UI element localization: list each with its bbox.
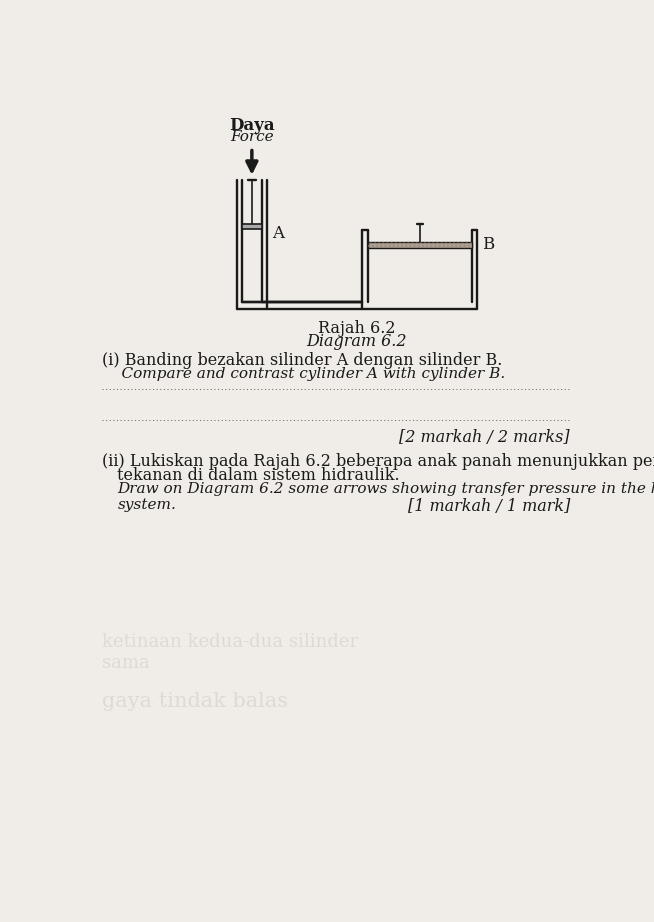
Bar [368, 242, 472, 248]
Text: tekanan di dalam sistem hidraulik.: tekanan di dalam sistem hidraulik. [118, 467, 400, 484]
Text: ketinaan kedua-dua silinder: ketinaan kedua-dua silinder [102, 632, 358, 651]
Text: A: A [273, 225, 284, 242]
Text: (i) Banding bezakan silinder A dengan silinder B.: (i) Banding bezakan silinder A dengan si… [102, 352, 502, 370]
Text: Daya: Daya [229, 117, 275, 134]
Text: Force: Force [230, 130, 273, 144]
Text: Diagram 6.2: Diagram 6.2 [307, 333, 407, 350]
Text: Compare and contrast cylinder A with cylinder B.: Compare and contrast cylinder A with cyl… [102, 367, 505, 381]
Text: system.: system. [118, 498, 177, 512]
Bar [368, 242, 472, 248]
Text: B: B [481, 236, 494, 254]
Text: [1 markah / 1 mark]: [1 markah / 1 mark] [407, 498, 570, 515]
Text: gaya tindak balas: gaya tindak balas [102, 692, 288, 711]
Text: sama: sama [102, 655, 150, 672]
Text: [2 markah / 2 marks]: [2 markah / 2 marks] [400, 430, 570, 446]
Text: Draw on Diagram 6.2 some arrows showing transfer pressure in the hydraulic: Draw on Diagram 6.2 some arrows showing … [118, 482, 654, 496]
Bar [242, 224, 262, 230]
Text: (ii) Lukiskan pada Rajah 6.2 beberapa anak panah menunjukkan pemindahan: (ii) Lukiskan pada Rajah 6.2 beberapa an… [102, 453, 654, 469]
Text: Rajah 6.2: Rajah 6.2 [318, 320, 396, 337]
